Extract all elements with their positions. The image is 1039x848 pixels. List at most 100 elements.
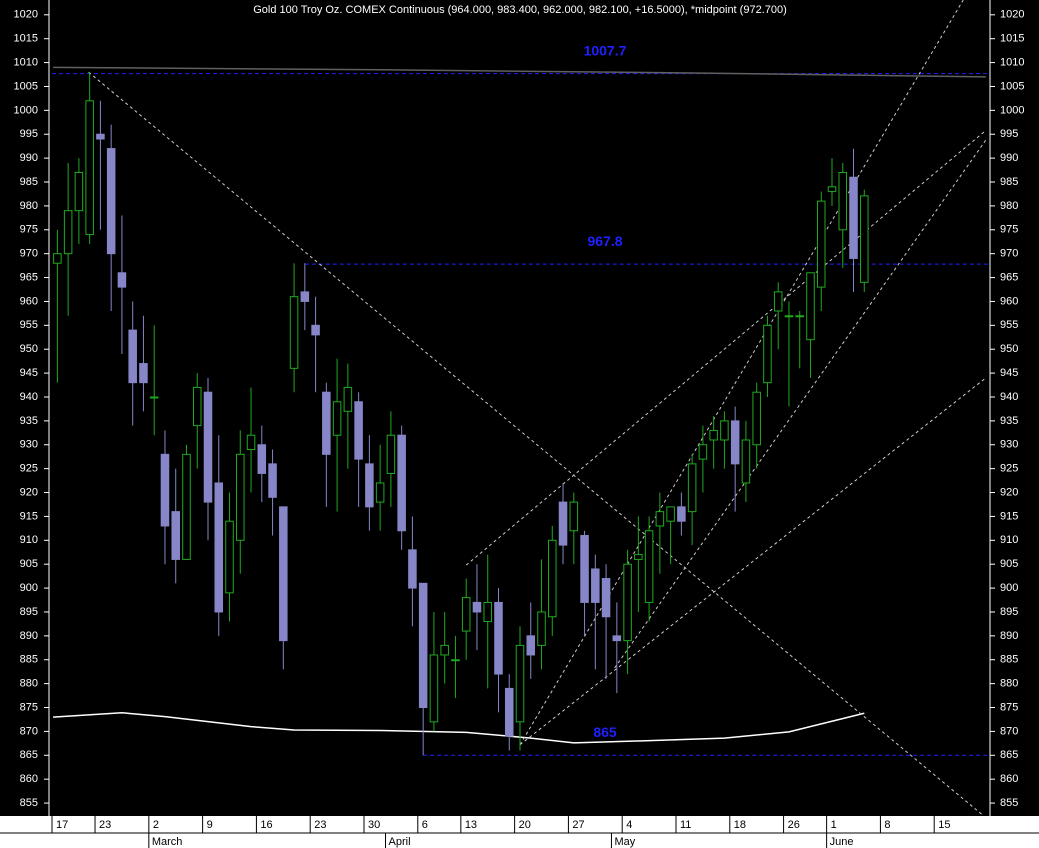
candle-body [677, 506, 686, 522]
y-tick-label-right: 875 [1000, 701, 1018, 713]
y-tick-label: 910 [20, 534, 38, 546]
level-label: 967.8 [587, 233, 622, 249]
y-tick-label: 925 [20, 463, 38, 475]
candle-body [279, 506, 288, 642]
y-tick-label-right: 960 [1000, 295, 1018, 307]
y-tick-label: 875 [20, 701, 38, 713]
candle-body [860, 195, 869, 283]
x-tick-label: 8 [884, 819, 890, 831]
candle-body [849, 176, 858, 259]
y-tick-label: 950 [20, 343, 38, 355]
y-tick-label: 1015 [14, 33, 38, 45]
y-tick-label: 930 [20, 439, 38, 451]
candle-body [160, 453, 170, 527]
y-tick-label: 890 [20, 630, 38, 642]
candle-body [526, 635, 536, 656]
candle-body [461, 597, 471, 632]
plot-area [52, 0, 988, 815]
y-tick-label: 900 [20, 582, 38, 594]
candle-body [214, 482, 224, 613]
y-tick-label-right: 970 [1000, 248, 1018, 260]
y-tick-label: 945 [20, 367, 38, 379]
candle-body [601, 578, 611, 618]
y-tick-label-right: 920 [1000, 486, 1018, 498]
y-tick-label-right: 910 [1000, 534, 1018, 546]
x-tick-label: 2 [153, 819, 159, 831]
candle-body [440, 644, 449, 656]
candle-body [698, 444, 708, 460]
candle-body [472, 601, 482, 613]
y-tick-label: 915 [20, 510, 38, 522]
candle-body [365, 463, 374, 508]
x-tick-label: 16 [260, 819, 272, 831]
candle-body [268, 463, 277, 498]
y-tick-label-right: 975 [1000, 224, 1018, 236]
x-tick-label: 4 [626, 819, 632, 831]
candle-body [558, 501, 568, 546]
candle-body [591, 568, 600, 603]
candle-body [375, 482, 385, 503]
candle-body [773, 291, 783, 312]
candle-body [494, 601, 503, 675]
y-tick-label-right: 945 [1000, 367, 1018, 379]
x-tick-label: 1 [831, 819, 837, 831]
moving-average [53, 712, 865, 744]
candle-body [795, 315, 804, 318]
candle-body [504, 687, 514, 737]
y-tick-label-right: 1010 [1000, 56, 1024, 68]
candle-body [687, 463, 697, 513]
y-tick-label: 940 [20, 391, 38, 403]
candle-body [246, 434, 256, 451]
y-tick-label-right: 915 [1000, 510, 1018, 522]
candle-body [74, 171, 84, 212]
y-tick-label: 870 [20, 725, 38, 737]
moving-average [53, 66, 986, 78]
y-tick-label-right: 935 [1000, 415, 1018, 427]
y-tick-label: 985 [20, 176, 38, 188]
candle-body [709, 429, 718, 441]
y-tick-label: 1010 [14, 56, 38, 68]
y-tick-label-right: 1020 [1000, 9, 1024, 21]
trendline [88, 71, 983, 815]
x-tick-label: 20 [519, 819, 531, 831]
y-tick-label-right: 870 [1000, 725, 1018, 737]
y-tick-label-right: 980 [1000, 200, 1018, 212]
candle-body [332, 401, 342, 436]
y-tick-label: 865 [20, 749, 38, 761]
candle-body [838, 171, 848, 231]
candle-body [730, 420, 740, 465]
y-tick-label-right: 940 [1000, 391, 1018, 403]
candle-body [225, 520, 234, 594]
candle-body [537, 611, 546, 646]
x-tick-label: 9 [207, 819, 213, 831]
x-tick-label: 15 [938, 819, 950, 831]
y-tick-label-right: 880 [1000, 678, 1018, 690]
candle-body [408, 549, 417, 589]
x-tick-label: 17 [56, 819, 68, 831]
candle-body [149, 396, 159, 399]
y-tick-label: 990 [20, 152, 38, 164]
x-tick-label: 27 [572, 819, 584, 831]
candle-body [354, 401, 363, 460]
candle-body [741, 439, 751, 484]
y-tick-label-right: 965 [1000, 271, 1018, 283]
y-tick-label: 855 [20, 797, 38, 809]
level-label: 865 [593, 724, 617, 740]
candle-body [257, 444, 267, 474]
candle-body [322, 391, 331, 455]
y-tick-label-right: 985 [1000, 176, 1018, 188]
y-tick-label-right: 995 [1000, 128, 1018, 140]
candle-body [569, 501, 579, 532]
candle-body [655, 511, 665, 527]
y-tick-label-right: 885 [1000, 654, 1018, 666]
candle-body [666, 506, 675, 522]
y-tick-label: 1020 [14, 9, 38, 21]
month-label: May [614, 836, 635, 848]
x-tick-label: 26 [788, 819, 800, 831]
candle-body [128, 329, 137, 384]
y-tick-label-right: 905 [1000, 558, 1018, 570]
candle-body [139, 363, 148, 384]
y-tick-label: 935 [20, 415, 38, 427]
candle-body [720, 420, 729, 441]
